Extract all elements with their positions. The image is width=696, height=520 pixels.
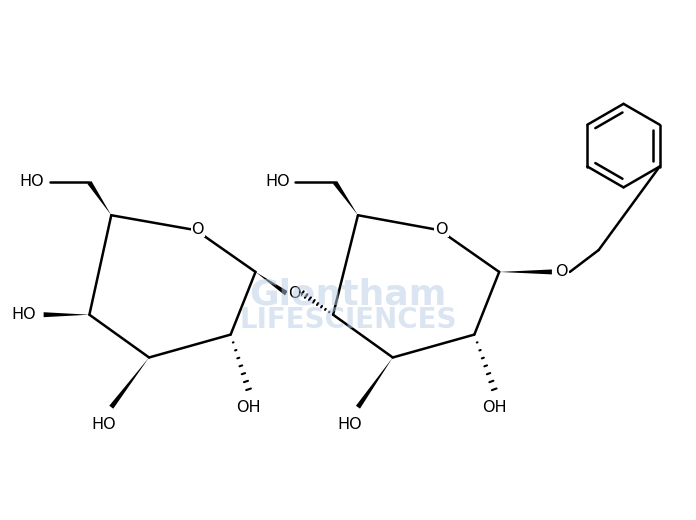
Polygon shape bbox=[499, 269, 552, 275]
Text: O: O bbox=[555, 265, 568, 279]
Polygon shape bbox=[87, 181, 111, 215]
Text: HO: HO bbox=[91, 417, 116, 432]
Polygon shape bbox=[333, 181, 358, 215]
Text: LIFESCIENCES: LIFESCIENCES bbox=[239, 306, 457, 334]
Text: HO: HO bbox=[11, 307, 36, 322]
Text: OH: OH bbox=[482, 400, 507, 415]
Text: O: O bbox=[435, 222, 448, 237]
Polygon shape bbox=[356, 357, 393, 409]
Text: Glentham: Glentham bbox=[249, 278, 447, 312]
Polygon shape bbox=[255, 272, 287, 295]
Text: O: O bbox=[288, 286, 301, 301]
Text: HO: HO bbox=[19, 174, 44, 189]
Polygon shape bbox=[109, 357, 149, 409]
Polygon shape bbox=[44, 312, 89, 317]
Text: O: O bbox=[191, 222, 204, 237]
Text: HO: HO bbox=[265, 174, 290, 189]
Text: OH: OH bbox=[236, 400, 261, 415]
Text: HO: HO bbox=[338, 417, 363, 432]
